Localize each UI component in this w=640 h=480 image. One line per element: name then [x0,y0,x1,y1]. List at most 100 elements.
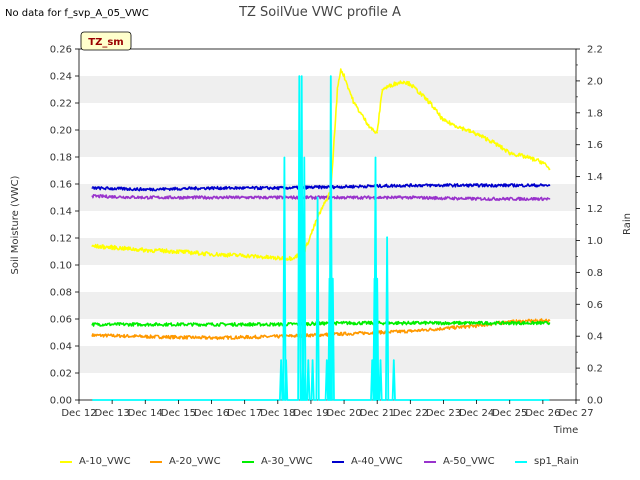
y2-tick-label: 1.4 [587,172,603,183]
y2-tick-label: 2.2 [587,45,603,56]
legend-label: A-40_VWC [351,456,403,467]
series-a-30-vwc [91,320,551,327]
legend-label: sp1_Rain [534,456,579,467]
series-line [91,320,551,327]
series-point [290,257,292,260]
series-point [392,83,395,85]
series-point [366,122,369,125]
series-point [210,196,213,199]
series-point [442,119,445,122]
legend-label: A-30_VWC [261,456,313,467]
x-axis-label: Time [553,425,578,436]
series-point [277,187,279,189]
chart-title: TZ SoilVue VWC profile A [238,5,401,20]
series-point [336,88,339,91]
y2-tick-label: 1.8 [587,108,603,119]
series-point [442,327,445,330]
series-point [459,126,461,129]
y2-tick-label: 0.6 [587,300,603,311]
rain-point [330,75,332,77]
legend-item-sp1-rain: sp1_Rain [515,456,579,467]
series-point [508,152,511,154]
series-point [91,245,94,247]
x-tick-label: Dec 18 [260,408,295,419]
series-point [210,337,213,339]
series-a-40-vwc [91,183,551,192]
rain-point [386,236,388,239]
legend-item-a-10-vwc: A-10_VWC [60,456,131,467]
series-point [310,334,312,337]
x-tick-label: Dec 23 [426,408,461,419]
grid-band [79,76,576,103]
rain-point [328,277,331,280]
x-tick-label: Dec 19 [293,408,328,419]
rain-point [285,359,287,361]
series-point [548,322,551,324]
series-point [548,168,551,170]
y2-axis-label: Rain [622,213,633,235]
y-tick-label: 0.10 [50,261,72,272]
x-tick-label: Dec 12 [61,408,96,419]
series-point [144,188,147,191]
series-line [91,68,551,262]
rain-point [316,196,319,199]
series-point [475,198,478,200]
y2-tick-label: 0.2 [587,364,603,375]
series-point [409,196,412,199]
series-point [210,323,213,326]
y-tick-label: 0.20 [50,126,72,137]
rain-point [376,277,379,280]
legend-label: A-10_VWC [79,456,131,467]
series-point [419,92,422,95]
rain-point [332,277,334,280]
series-point [492,141,494,143]
series-line [92,183,551,192]
y2-tick-label: 1.6 [587,140,603,151]
rain-point [298,75,301,77]
y-axis-label: Soil Moisture (VWC) [10,175,21,274]
rain-point [283,156,286,159]
series-point [144,249,147,251]
series-line [92,194,550,202]
legend-item-a-30-vwc: A-30_VWC [242,456,313,467]
y-tick-label: 0.02 [50,369,72,380]
rain-point [280,359,282,361]
grid-band [79,292,576,319]
series-point [353,102,355,104]
no-data-note: No data for f_svp_A_05_VWC [5,8,149,19]
x-tick-label: Dec 14 [128,408,163,419]
series-point [343,185,345,188]
x-tick-label: Dec 24 [459,408,494,419]
series-point [177,250,180,253]
y2-tick-label: 0.8 [587,268,603,279]
series-point [144,335,147,338]
series-point [277,335,279,338]
y-tick-label: 0.12 [50,234,72,245]
series-point [91,334,94,337]
y2-tick-label: 0.4 [587,332,603,343]
x-tick-label: Dec 22 [393,408,428,419]
series-point [91,187,94,189]
legend: A-10_VWC A-20_VWC A-30_VWC A-40_VWC A-50_VWC… [60,456,579,467]
site-label-box: TZ_sm [80,31,132,51]
x-tick-label: Dec 13 [95,408,130,419]
y-tick-label: 0.18 [50,153,72,164]
y-tick-label: 0.04 [50,342,72,353]
legend-label: A-50_VWC [443,456,495,467]
rain-point [302,359,304,361]
rain-point [303,156,306,159]
series-point [210,187,213,189]
legend-label: A-20_VWC [169,456,221,467]
series-point [409,322,412,324]
series-point [429,102,432,104]
x-tick-label: Dec 27 [558,408,593,419]
y-tick-label: 0.08 [50,288,72,299]
series-point [277,257,279,260]
y2-tick-label: 2.0 [587,76,603,87]
series-point [277,196,279,199]
x-tick-label: Dec 20 [326,408,361,419]
grid-band [79,130,576,157]
series-point [381,88,383,91]
